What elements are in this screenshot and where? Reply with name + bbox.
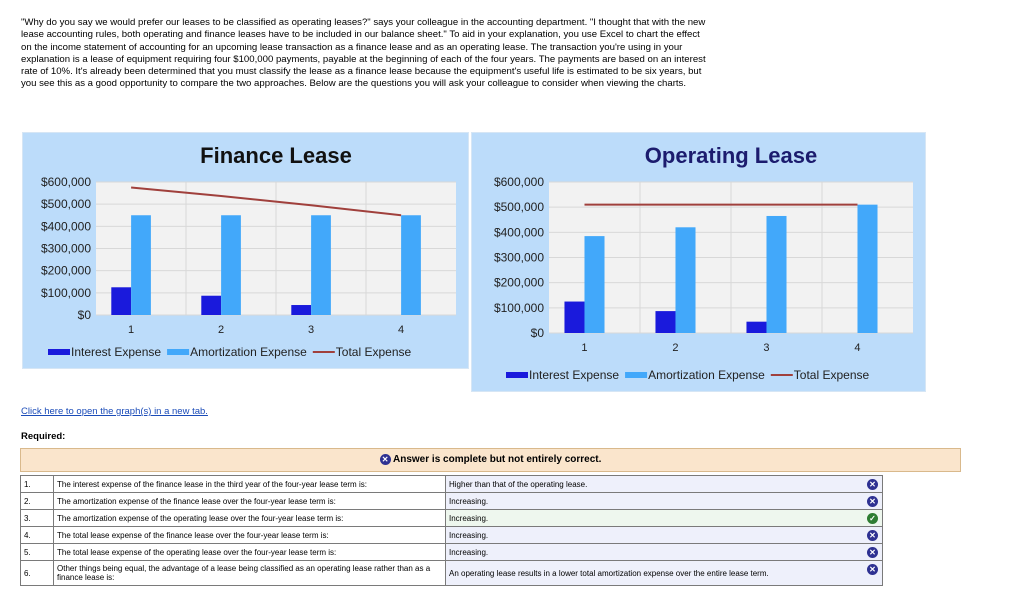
- table-row: 1. The interest expense of the finance l…: [20, 475, 883, 493]
- interest-bar: [111, 287, 132, 315]
- legend-swatch: [625, 372, 648, 378]
- legend-swatch: [48, 349, 70, 355]
- x-tick-label: 4: [398, 324, 404, 336]
- y-tick-label: $400,000: [41, 219, 91, 233]
- x-tick-label: 2: [218, 324, 224, 336]
- y-tick-label: $200,000: [494, 276, 544, 290]
- incorrect-x-icon: ✕: [867, 530, 878, 541]
- y-tick-label: $0: [78, 308, 92, 322]
- finance-lease-chart: Finance Lease $0 $100,000 $200,000 $300,000 $…: [22, 132, 469, 369]
- chart-title: Finance Lease: [200, 143, 352, 168]
- y-tick-label: $300,000: [494, 251, 544, 265]
- banner-text: Answer is complete but not entirely corr…: [393, 454, 602, 465]
- y-tick-label: $100,000: [41, 286, 91, 300]
- interest-bar: [746, 321, 767, 333]
- amortization-bar: [857, 204, 878, 333]
- result-banner: ✕ Answer is complete but not entirely co…: [20, 448, 961, 472]
- y-tick-label: $600,000: [41, 175, 91, 189]
- incorrect-x-icon: ✕: [867, 479, 878, 490]
- answer-text: Higher than that of the operating lease.: [449, 479, 588, 489]
- answer-text: Increasing.: [449, 547, 489, 557]
- answer-select[interactable]: Higher than that of the operating lease.…: [445, 475, 883, 493]
- x-tick-label: 1: [581, 342, 587, 354]
- y-tick-label: $500,000: [41, 197, 91, 211]
- answer-text: Increasing.: [449, 513, 489, 523]
- table-row: 3. The amortization expense of the opera…: [20, 509, 883, 527]
- answer-text: Increasing.: [449, 530, 489, 540]
- row-number: 4.: [20, 526, 54, 544]
- operating-lease-chart: Operating Lease $0 $100,000 $200,000 $300,00…: [471, 132, 926, 392]
- answer-select[interactable]: Increasing. ✕: [445, 492, 883, 510]
- y-tick-label: $500,000: [494, 200, 544, 214]
- amortization-bar: [584, 236, 605, 333]
- x-tick-label: 3: [308, 324, 314, 336]
- x-tick-label: 3: [763, 342, 769, 354]
- y-tick-label: $0: [531, 326, 545, 340]
- row-number: 3.: [20, 509, 54, 527]
- answer-select[interactable]: An operating lease results in a lower to…: [445, 560, 883, 586]
- legend-label: Amortization Expense: [190, 345, 307, 359]
- y-tick-label: $100,000: [494, 301, 544, 315]
- amortization-bar: [131, 215, 151, 315]
- interest-bar: [564, 301, 585, 333]
- answer-text: An operating lease results in a lower to…: [449, 568, 769, 578]
- question: The amortization expense of the finance …: [53, 492, 446, 510]
- answer-select[interactable]: Increasing. ✕: [445, 543, 883, 561]
- legend-label: Total Expense: [794, 368, 870, 382]
- chart-title: Operating Lease: [645, 143, 817, 168]
- question: Other things being equal, the advantage …: [53, 560, 446, 586]
- row-number: 6.: [20, 560, 54, 586]
- open-graph-link[interactable]: Click here to open the graph(s) in a new…: [21, 406, 208, 417]
- incorrect-x-icon: ✕: [867, 547, 878, 558]
- legend-label: Amortization Expense: [648, 368, 765, 382]
- required-label: Required:: [21, 431, 66, 442]
- question: The total lease expense of the operating…: [53, 543, 446, 561]
- question: The total lease expense of the finance l…: [53, 526, 446, 544]
- x-tick-label: 4: [854, 342, 860, 354]
- legend-label: Interest Expense: [529, 368, 619, 382]
- question: The interest expense of the finance leas…: [53, 475, 446, 493]
- row-number: 2.: [20, 492, 54, 510]
- amortization-bar: [401, 215, 421, 315]
- y-tick-label: $400,000: [494, 225, 544, 239]
- table-row: 4. The total lease expense of the financ…: [20, 526, 883, 544]
- interest-bar: [291, 305, 312, 315]
- incorrect-x-icon: ✕: [867, 496, 878, 507]
- y-tick-label: $300,000: [41, 242, 91, 256]
- answer-table: 1. The interest expense of the finance l…: [20, 475, 883, 586]
- y-tick-label: $200,000: [41, 264, 91, 278]
- incorrect-icon: ✕: [379, 453, 391, 465]
- x-tick-label: 2: [672, 342, 678, 354]
- interest-bar: [655, 311, 676, 333]
- total-expense-line: [131, 186, 402, 217]
- legend-label: Total Expense: [336, 345, 412, 359]
- legend-swatch: [506, 372, 528, 378]
- correct-check-icon: ✓: [867, 513, 878, 524]
- interest-bar: [201, 295, 222, 315]
- amortization-bar: [766, 215, 787, 333]
- legend-label: Interest Expense: [71, 345, 161, 359]
- amortization-bar: [311, 215, 331, 315]
- incorrect-x-icon: ✕: [867, 564, 878, 575]
- problem-text: "Why do you say we would prefer our leas…: [21, 17, 706, 90]
- table-row: 5. The total lease expense of the operat…: [20, 543, 883, 561]
- answer-select[interactable]: Increasing. ✕: [445, 526, 883, 544]
- table-row: 2. The amortization expense of the finan…: [20, 492, 883, 510]
- answer-select[interactable]: Increasing. ✓: [445, 509, 883, 527]
- answer-text: Increasing.: [449, 496, 489, 506]
- amortization-bar: [675, 227, 696, 333]
- row-number: 5.: [20, 543, 54, 561]
- amortization-bar: [221, 215, 241, 315]
- row-number: 1.: [20, 475, 54, 493]
- table-row: 6. Other things being equal, the advanta…: [20, 560, 883, 586]
- y-tick-label: $600,000: [494, 175, 544, 189]
- x-tick-label: 1: [128, 324, 134, 336]
- legend-swatch: [167, 349, 190, 355]
- question: The amortization expense of the operatin…: [53, 509, 446, 527]
